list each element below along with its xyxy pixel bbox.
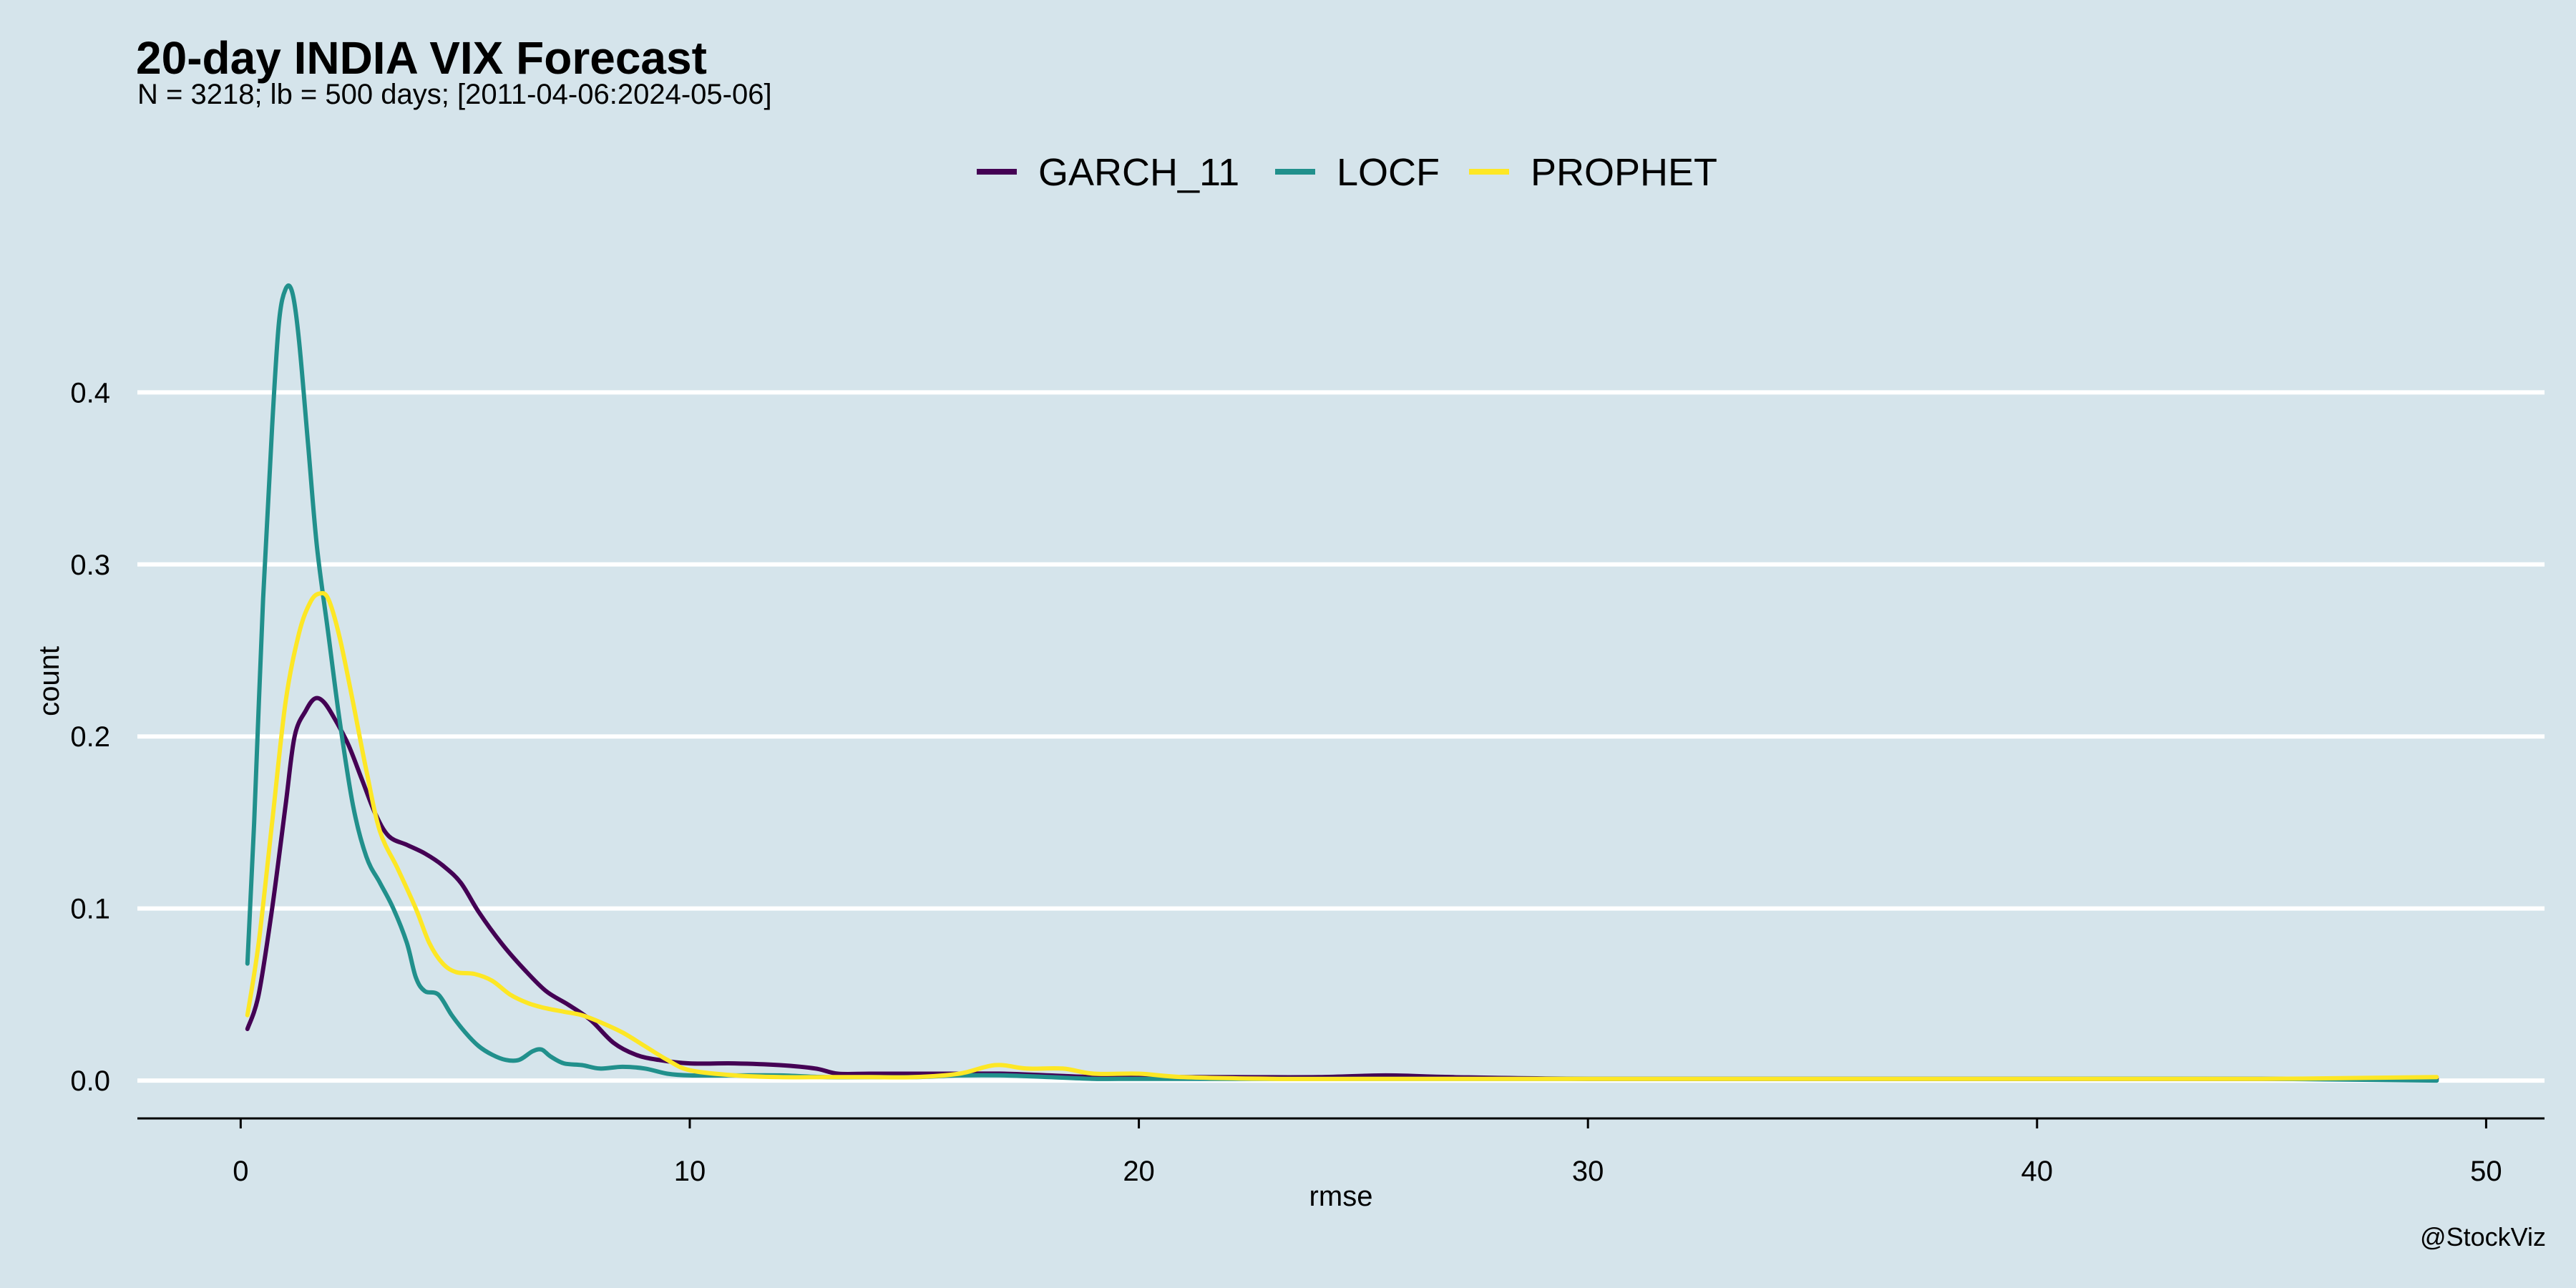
y-tick-label: 0.3 [70,550,110,581]
y-tick-label: 0.4 [70,377,110,409]
chart-subtitle: N = 3218; lb = 500 days; [2011-04-06:202… [137,79,772,110]
series-line-locf [245,283,2439,1083]
x-tick-label: 0 [233,1156,248,1187]
caption: @StockViz [2420,1222,2546,1252]
legend: GARCH_11 LOCF PROPHET [977,151,1717,194]
grid-lines [137,390,2545,1083]
y-tick-label: 0.0 [70,1065,110,1097]
y-axis-title: count [34,646,65,716]
x-axis-title: rmse [1309,1181,1373,1212]
x-axis-ticks: 0 10 20 30 40 50 [233,1118,2502,1187]
series-lines [245,283,2439,1083]
x-tick-label: 40 [2021,1156,2054,1187]
series-line-prophet [245,590,2439,1081]
x-tick-label: 30 [1572,1156,1604,1187]
chart-title: 20-day INDIA VIX Forecast [136,32,707,84]
x-tick-label: 10 [674,1156,706,1187]
y-axis-ticks: 0.0 0.1 0.2 0.3 0.4 [70,377,110,1097]
legend-label-prophet: PROPHET [1531,151,1717,194]
x-tick-label: 20 [1123,1156,1155,1187]
legend-label-garch-11: GARCH_11 [1038,151,1239,194]
y-tick-label: 0.1 [70,894,110,925]
legend-label-locf: LOCF [1337,151,1440,194]
x-tick-label: 50 [2470,1156,2502,1187]
y-tick-label: 0.2 [70,721,110,753]
series-line-garch-11 [245,696,2439,1081]
